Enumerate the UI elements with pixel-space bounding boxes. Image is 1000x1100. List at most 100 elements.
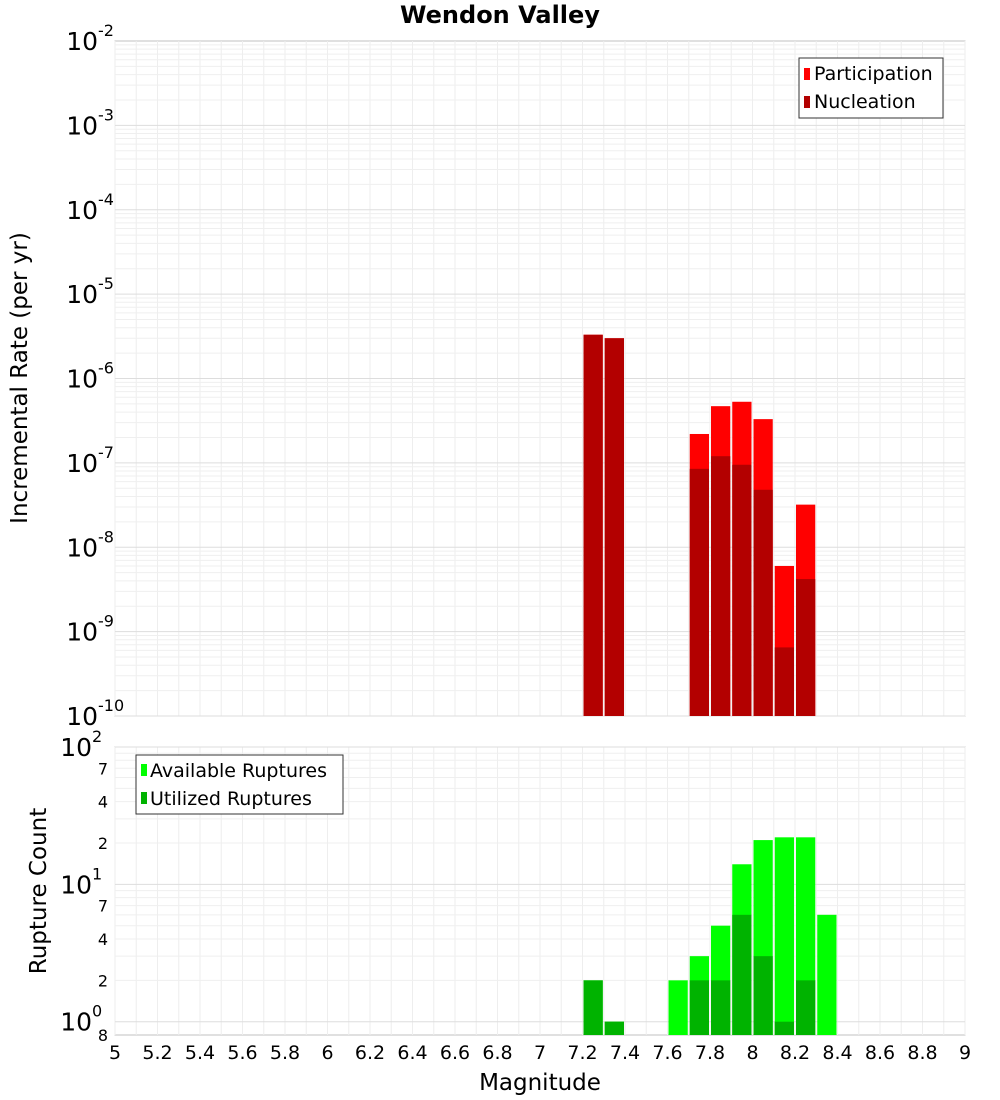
count-y-tick-major-1: 10 1 — [60, 864, 102, 899]
rate-y-tick-7-base: 10 — [66, 111, 98, 140]
x-axis-ticks: 5 5.2 5.4 5.6 5.8 6 6.2 6.4 6.6 6.8 7 7.2 7.4 7.6 7.8 8… — [109, 1042, 971, 1064]
legend-swatch-nucleation — [804, 96, 810, 108]
count-y-tick-major-1-base: 10 — [60, 870, 92, 899]
rate-bar-nucleation — [753, 489, 773, 716]
rate-y-tick-2: 10 -8 — [66, 527, 114, 562]
rate-y-tick-7: 10 -3 — [66, 105, 114, 140]
rate-y-tick-3-exponent: -7 — [98, 443, 114, 462]
x-tick-label-1: 5.2 — [142, 1042, 172, 1064]
rate-y-tick-1: 10 -9 — [66, 612, 114, 647]
x-tick-label-13: 7.6 — [652, 1042, 682, 1064]
count-y-tick-minor-6: 7 — [98, 759, 108, 778]
count-y-tick-major-1-exponent: 1 — [92, 864, 102, 883]
rate-bar-nucleation — [774, 647, 794, 716]
rate-y-tick-6: 10 -4 — [66, 190, 114, 225]
legend-label-utilized: Utilized Ruptures — [150, 788, 312, 810]
legend-label-participation: Participation — [814, 63, 933, 85]
x-tick-label-7: 6.4 — [397, 1042, 427, 1064]
x-axis-label: Magnitude — [479, 1070, 601, 1096]
count-y-tick-minor-0: 8 — [98, 1026, 108, 1045]
count-y-tick-major-0-base: 10 — [60, 1008, 92, 1037]
rate-y-tick-0-exponent: -10 — [98, 696, 124, 715]
x-tick-label-14: 7.8 — [695, 1042, 725, 1064]
count-y-tick-minor-3: 7 — [98, 897, 108, 916]
x-tick-label-2: 5.4 — [185, 1042, 215, 1064]
rate-y-tick-2-base: 10 — [66, 533, 98, 562]
x-tick-label-10: 7 — [534, 1042, 546, 1064]
rate-y-tick-8-base: 10 — [66, 27, 98, 56]
count-bar-available-ruptures — [774, 837, 794, 1035]
x-tick-label-18: 8.6 — [865, 1042, 895, 1064]
count-y-tick-minor-2: 4 — [98, 930, 108, 949]
rate-grid — [114, 41, 966, 717]
x-tick-label-20: 9 — [959, 1042, 971, 1064]
x-tick-label-8: 6.6 — [440, 1042, 470, 1064]
count-bar-utilized-ruptures — [689, 980, 709, 1035]
rate-y-tick-4-base: 10 — [66, 365, 98, 394]
count-bar-utilized-ruptures — [583, 980, 603, 1035]
rate-bar-nucleation — [732, 464, 752, 716]
rate-bar-nucleation — [583, 334, 603, 716]
rate-legend: Participation Nucleation — [798, 57, 944, 119]
rate-legend-box — [798, 57, 944, 119]
count-y-tick-major-0-exponent: 0 — [92, 1002, 102, 1021]
count-bar-available-ruptures — [817, 914, 837, 1035]
x-tick-label-5: 6 — [321, 1042, 333, 1064]
count-y-tick-major-2-base: 10 — [60, 733, 92, 762]
count-y-tick-minor-1: 2 — [98, 971, 108, 990]
x-tick-label-11: 7.2 — [567, 1042, 597, 1064]
rate-y-tick-0-base: 10 — [66, 702, 98, 731]
rate-y-tick-6-exponent: -4 — [98, 190, 114, 209]
x-tick-label-9: 6.8 — [482, 1042, 512, 1064]
count-bar-utilized-ruptures — [774, 1021, 794, 1035]
rate-y-tick-8: 10 -2 — [66, 21, 114, 56]
rate-y-tick-5-base: 10 — [66, 280, 98, 309]
count-bar-utilized-ruptures — [732, 914, 752, 1035]
legend-label-available: Available Ruptures — [150, 760, 327, 782]
count-bars — [583, 837, 837, 1035]
rate-y-tick-7-exponent: -3 — [98, 105, 114, 124]
rate-bar-nucleation — [689, 468, 709, 716]
x-tick-label-3: 5.6 — [227, 1042, 257, 1064]
rate-y-tick-3-base: 10 — [66, 449, 98, 478]
rate-bars — [583, 334, 816, 716]
count-y-tick-minor-5: 4 — [98, 793, 108, 812]
chart-title: Wendon Valley — [400, 1, 600, 29]
rate-y-tick-6-base: 10 — [66, 196, 98, 225]
rate-y-tick-4: 10 -6 — [66, 359, 114, 394]
count-legend: Available Ruptures Utilized Ruptures — [135, 754, 344, 815]
rate-y-tick-0: 10 -10 — [66, 696, 124, 731]
rate-bar-nucleation — [796, 579, 816, 716]
count-bar-utilized-ruptures — [753, 956, 773, 1035]
count-bar-utilized-ruptures — [711, 980, 731, 1035]
x-tick-label-12: 7.4 — [610, 1042, 640, 1064]
rate-y-tick-2-exponent: -8 — [98, 527, 114, 546]
x-tick-label-4: 5.8 — [270, 1042, 300, 1064]
rate-y-tick-8-exponent: -2 — [98, 21, 114, 40]
rate-y-tick-1-base: 10 — [66, 618, 98, 647]
rate-y-tick-5: 10 -5 — [66, 274, 114, 309]
count-bar-utilized-ruptures — [604, 1021, 624, 1035]
rate-y-tick-5-exponent: -5 — [98, 274, 114, 293]
count-y-axis-label: Rupture Count — [26, 808, 52, 974]
count-y-tick-major-2-exponent: 2 — [92, 727, 102, 746]
rate-y-tick-4-exponent: -6 — [98, 359, 114, 378]
legend-swatch-utilized — [141, 792, 147, 804]
count-legend-box — [135, 754, 344, 815]
x-tick-label-17: 8.4 — [822, 1042, 852, 1064]
legend-swatch-available — [141, 764, 147, 776]
x-tick-label-16: 8.2 — [780, 1042, 810, 1064]
rate-bar-nucleation — [604, 338, 624, 716]
x-tick-label-15: 8 — [746, 1042, 758, 1064]
count-y-tick-major-0: 10 0 — [60, 1002, 102, 1037]
count-y-tick-minor-4: 2 — [98, 834, 108, 853]
count-y-tick-major-2: 10 2 — [60, 727, 102, 762]
rate-y-tick-1-exponent: -9 — [98, 612, 114, 631]
rate-bar-nucleation — [711, 456, 731, 716]
legend-swatch-participation — [804, 68, 810, 80]
rate-y-axis-label: Incremental Rate (per yr) — [7, 232, 33, 524]
